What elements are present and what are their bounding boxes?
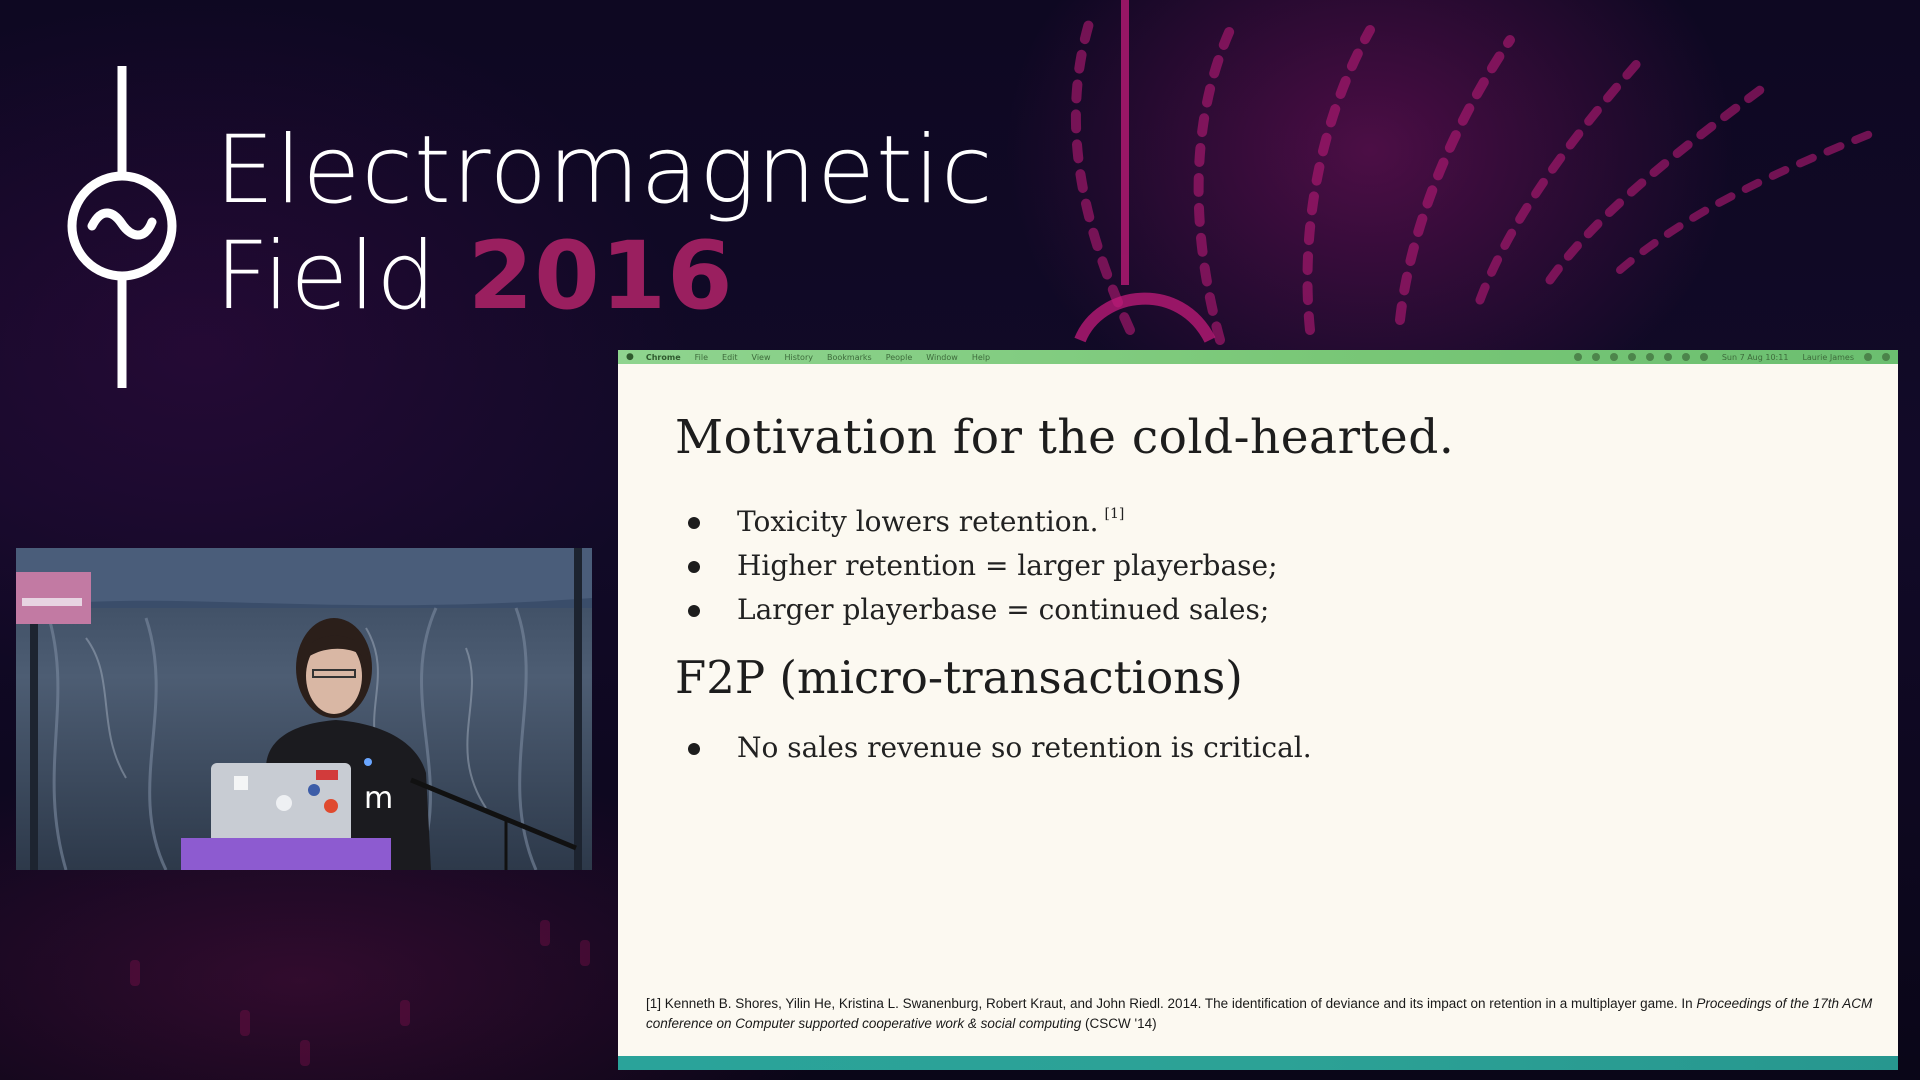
event-title-line2: Field 2016 xyxy=(215,224,994,330)
slide-bullet-list: Toxicity lowers retention. [1] Higher ret… xyxy=(675,500,1855,632)
menubar-clock[interactable]: Sun 7 Aug 10:11 xyxy=(1721,352,1789,362)
menu-app-name[interactable]: Chrome xyxy=(645,352,681,362)
battery-icon[interactable] xyxy=(1699,353,1708,361)
apple-menu-icon[interactable]: ● xyxy=(626,352,634,362)
bullet-text: Higher retention = larger playerbase; xyxy=(737,549,1278,582)
volume-icon[interactable] xyxy=(1663,353,1672,361)
presentation-slide-window: ● Chrome File Edit View History Bookmark… xyxy=(618,350,1898,1070)
menu-item-view[interactable]: View xyxy=(751,352,771,362)
tray-icon[interactable] xyxy=(1591,353,1600,361)
menu-item-window[interactable]: Window xyxy=(926,352,958,362)
menu-item-bookmarks[interactable]: Bookmarks xyxy=(826,352,872,362)
menu-item-history[interactable]: History xyxy=(784,352,813,362)
menu-item-edit[interactable]: Edit xyxy=(722,352,738,362)
slide-footnote: [1] Kenneth B. Shores, Yilin He, Kristin… xyxy=(646,994,1876,1034)
menubar-status-area: Sun 7 Aug 10:11 Laurie James xyxy=(1564,353,1890,362)
menu-item-people[interactable]: People xyxy=(885,352,913,362)
mac-menubar: ● Chrome File Edit View History Bookmark… xyxy=(618,350,1898,364)
tray-icon[interactable] xyxy=(1627,353,1636,361)
footnote-proceedings: Proceedings of the 17th ACM conference o… xyxy=(646,996,1873,1031)
menu-item-help[interactable]: Help xyxy=(971,352,991,362)
footnote-suffix: (CSCW '14) xyxy=(1081,1016,1157,1031)
event-title: Electromagnetic Field 2016 xyxy=(215,118,994,330)
bullet-item: Larger playerbase = continued sales; xyxy=(675,588,1855,632)
tray-icon[interactable] xyxy=(1609,353,1618,361)
menubar-user[interactable]: Laurie James xyxy=(1802,352,1854,362)
footnote-ref: [1] xyxy=(1104,506,1125,522)
shirt-logo: m xyxy=(364,781,393,816)
slide-bottom-bar xyxy=(618,1056,1898,1070)
bullet-text: No sales revenue so retention is critica… xyxy=(737,731,1312,764)
slide-subheading: F2P (micro-transactions) xyxy=(675,651,1243,704)
event-title-field: Field xyxy=(215,222,437,331)
event-year: 2016 xyxy=(467,222,734,331)
speaker-camera-feed: m xyxy=(16,548,592,870)
oscillator-symbol-icon xyxy=(67,66,177,388)
bluetooth-icon[interactable] xyxy=(1645,353,1654,361)
wifi-icon[interactable] xyxy=(1681,353,1690,361)
event-title-line1: Electromagnetic xyxy=(215,116,994,225)
slide-bullet-list-2: No sales revenue so retention is critica… xyxy=(675,726,1855,770)
menu-item-file[interactable]: File xyxy=(694,352,709,362)
bullet-dot-icon xyxy=(688,517,700,529)
bullet-dot-icon xyxy=(688,743,700,755)
speaker-scene: m xyxy=(16,548,592,870)
bullet-dot-icon xyxy=(688,605,700,617)
bullet-item: No sales revenue so retention is critica… xyxy=(675,726,1855,770)
footnote-text: [1] Kenneth B. Shores, Yilin He, Kristin… xyxy=(646,996,1697,1011)
bullet-dot-icon xyxy=(688,561,700,573)
slide-content: Motivation for the cold-hearted. Toxicit… xyxy=(675,410,1855,770)
bullet-text: Toxicity lowers retention. xyxy=(737,505,1099,538)
slide-heading: Motivation for the cold-hearted. xyxy=(675,410,1455,465)
bullet-text: Larger playerbase = continued sales; xyxy=(737,593,1270,626)
notification-center-icon[interactable] xyxy=(1882,353,1890,361)
bullet-item: Toxicity lowers retention. [1] xyxy=(675,500,1855,544)
spotlight-search-icon[interactable] xyxy=(1864,353,1872,361)
tray-icon[interactable] xyxy=(1573,353,1582,361)
bullet-item: Higher retention = larger playerbase; xyxy=(675,544,1855,588)
